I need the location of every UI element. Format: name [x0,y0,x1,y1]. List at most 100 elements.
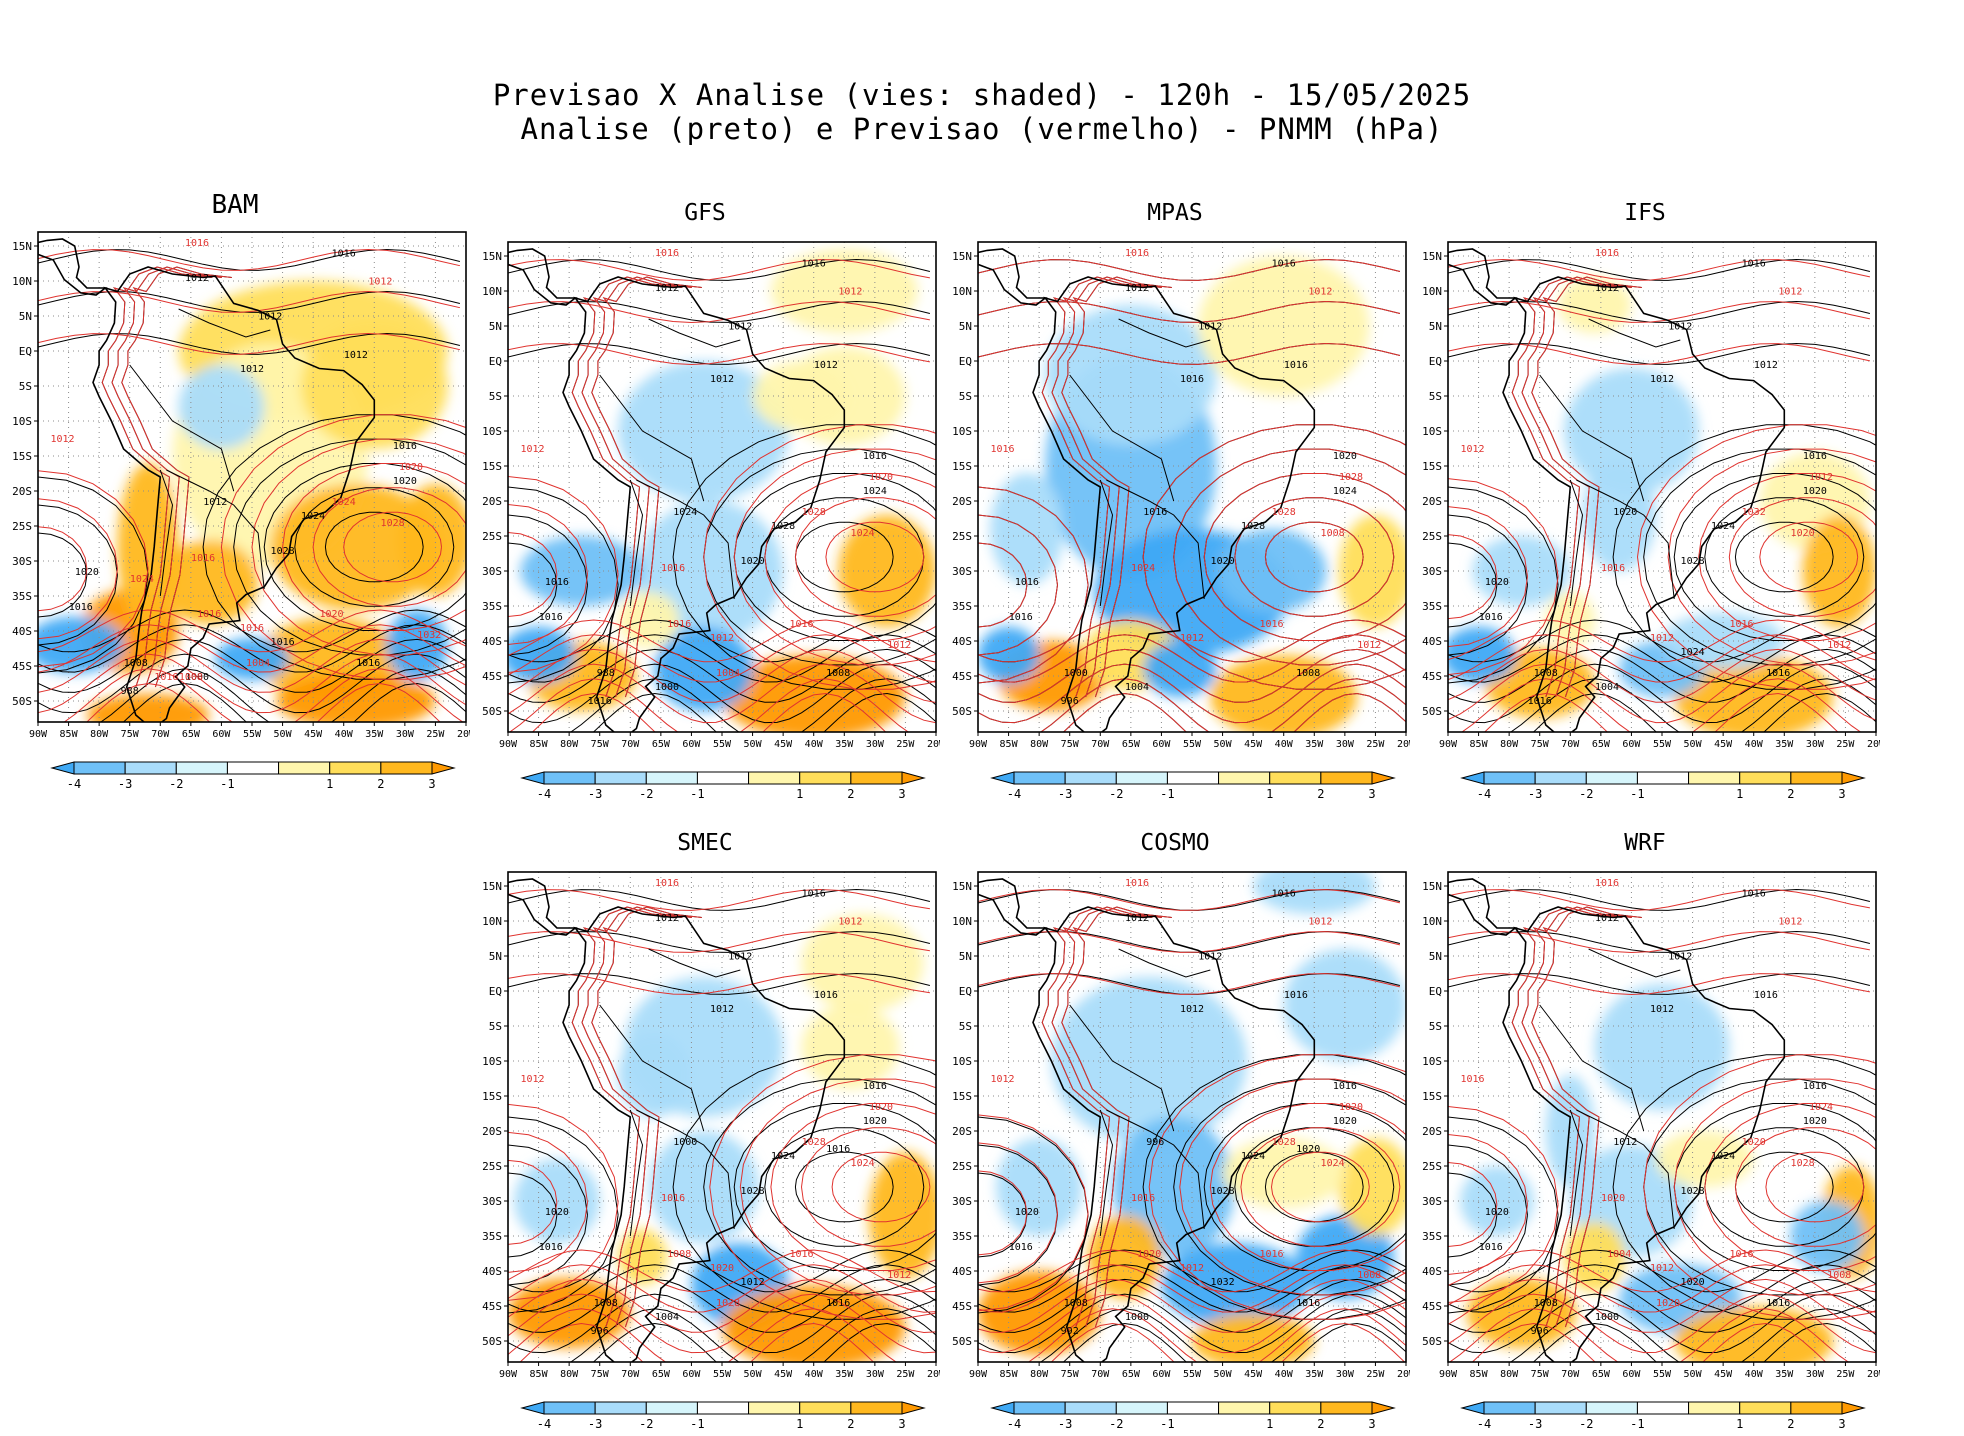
latitude-label: EQ [19,345,32,358]
forecast-contour-label: 1016 [789,619,813,630]
longitude-label: 40W [1275,1369,1294,1380]
latitude-label: 25S [482,1160,502,1173]
forecast-isobar [1448,1264,1876,1313]
forecast-isobar [508,1308,897,1362]
analysis-isobar [508,648,936,703]
analysis-isobar [263,463,466,631]
forecast-isobar [978,1114,1089,1312]
analysis-isobar [1448,1278,1876,1333]
forecast-contour-label: 1008 [1321,528,1345,539]
latitude-label: 15S [952,460,972,473]
forecast-isobar [978,542,1028,628]
longitude-label: 60W [682,1369,701,1380]
forecast-contour-label: 1012 [50,434,74,445]
colorbar-segment [1320,1401,1373,1415]
colorbar-segment [1790,771,1843,785]
colorbar-tick-label: 2 [377,777,384,790]
longitude-label: 25W [426,729,445,740]
forecast-contour-label: 1032 [1742,507,1766,518]
panel-ifs: IFS 1016 1012 1012 1012 1012 1016 1020 1024 1028 1… [1410,200,1880,800]
forecast-isobar [978,342,1401,365]
longitude-label: 35W [1305,1369,1324,1380]
analysis-contour-label: 1012 [1650,1004,1674,1015]
analysis-contour-label: 1016 [539,612,563,623]
latitude-label: EQ [959,355,972,368]
forecast-isobar [1041,906,1153,1328]
analysis-isobar [1532,1322,1876,1362]
forecast-contour-label: 1016 [1131,1193,1155,1204]
colorbar-segment [380,761,433,775]
colorbar-segment [645,1401,698,1415]
colorbar-segment [799,1401,852,1415]
longitude-label: 80W [1500,1369,1519,1380]
map-smec: 1016 1012 1012 1012 1016 1016 1020 1024 1028 1020… [482,871,940,1430]
latitude-label: 10S [12,415,32,428]
colorbar-segment [1013,1401,1066,1415]
analysis-contour-label: 1004 [1125,682,1149,693]
coastline [562,276,846,732]
forecast-contour-label: 1024 [332,497,356,508]
longitude-label: 30W [866,1369,885,1380]
longitude-label: 25W [1836,1369,1855,1380]
longitude-label: 50W [744,739,763,750]
analysis-contour-label: 1012 [1668,952,1692,963]
forecast-isobar [1062,692,1406,732]
colorbar: -4-3-2-11234 [1460,1401,1866,1430]
analysis-contour-label: 1016 [356,658,380,669]
colorbar-tick-label: -1 [1160,787,1174,800]
latitude-label: 10N [952,915,972,928]
forecast-isobar [978,648,1406,703]
forecast-isobar [1667,448,1876,666]
latitude-label: 35S [482,1230,502,1243]
colorbar-segment [1483,1401,1536,1415]
colorbar-segment [124,761,177,775]
colorbar-tick-label: -3 [118,777,132,790]
colorbar-segment [1636,1401,1690,1415]
forecast-isobar [1448,889,1870,912]
longitude-label: 20W [1397,739,1410,750]
forecast-contour-label: 1032 [417,630,441,641]
longitude-label: 45W [304,729,323,740]
analysis-isobar [1234,1127,1395,1247]
colorbar-segment [594,1401,647,1415]
longitude-label: 35W [365,729,384,740]
colorbar: -4-3-2-11234 [990,771,1396,800]
forecast-isobar [1142,424,1406,690]
latitude-label: 25S [952,1160,972,1173]
coastline [92,266,376,722]
analysis-isobar [324,511,424,583]
country-border [1099,1109,1114,1237]
colorbar-segment [799,771,852,785]
analysis-isobar [508,888,931,911]
analysis-contour-label: 1020 [1681,1277,1705,1288]
longitude-label: 85W [1470,739,1489,750]
longitude-label: 35W [1775,1369,1794,1380]
colorbar-segment [645,771,698,785]
analysis-isobar [1448,888,1871,911]
longitude-label: 80W [560,1369,579,1380]
analysis-isobar [508,514,588,656]
colorbar-tick-label: -3 [1058,1417,1072,1430]
longitude-label: 65W [1122,1369,1141,1380]
colorbar-tick-label: -2 [639,1417,653,1430]
forecast-contour-label: 1012 [990,1074,1014,1085]
colorbar-segment [1218,1401,1271,1415]
longitude-label: 30W [396,729,415,740]
analysis-isobar [508,1308,936,1362]
colorbar-segment [1320,771,1373,785]
analysis-isobar [1612,424,1876,690]
forecast-isobar [531,692,887,732]
forecast-isobar [794,497,936,617]
bias-patch [1338,515,1406,627]
forecast-contour-label: 1028 [802,1137,826,1148]
forecast-isobar [1511,276,1623,698]
analysis-isobar [38,609,466,653]
forecast-isobar [1448,1105,1559,1304]
forecast-isobar [1173,448,1406,666]
forecast-isobar [978,1170,1028,1256]
analysis-isobar [508,634,936,683]
coastline [978,248,1048,306]
longitude-label: 20W [1867,1369,1880,1380]
forecast-isobar [38,653,466,714]
analysis-isobar [1448,1308,1876,1362]
